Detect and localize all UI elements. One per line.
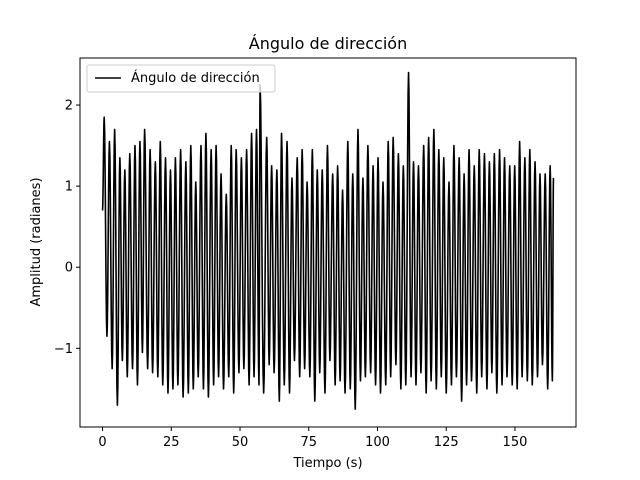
x-tick-label: 150	[503, 435, 528, 450]
x-tick-label: 75	[300, 435, 317, 450]
y-axis-label: Amplitud (radianes)	[29, 177, 44, 306]
plot-area-frame	[79, 57, 577, 428]
y-tick-label: 1	[65, 180, 73, 195]
legend-label: Ángulo de dirección	[131, 70, 260, 86]
x-tick-label: 50	[232, 435, 249, 450]
x-axis: 0 25 50 75 100 125 150	[98, 427, 527, 450]
legend: Ángulo de dirección	[86, 64, 276, 93]
x-tick-label: 0	[98, 435, 106, 450]
series-line	[101, 71, 555, 410]
x-axis-label: Tiempo (s)	[292, 456, 362, 471]
x-tick-label: 125	[434, 435, 459, 450]
series-layer	[101, 71, 555, 410]
chart-title: Ángulo de dirección	[249, 34, 407, 53]
x-tick-label: 25	[163, 435, 180, 450]
y-tick-label: 0	[65, 261, 73, 276]
y-axis: −1 0 1 2	[54, 99, 80, 357]
y-tick-label: −1	[54, 342, 73, 357]
legend-box	[86, 64, 276, 93]
x-tick-label: 100	[365, 435, 390, 450]
y-tick-label: 2	[65, 99, 73, 114]
